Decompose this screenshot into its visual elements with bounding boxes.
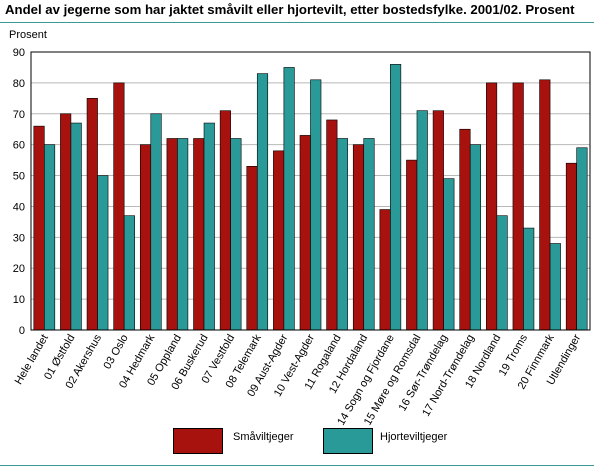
bar-smaavilt xyxy=(273,150,285,331)
bar-hjortevilt xyxy=(576,147,588,331)
bar-smaavilt xyxy=(193,138,205,331)
bar-hjortevilt xyxy=(203,122,215,331)
bar-hjortevilt xyxy=(336,138,348,331)
y-tick-label: 20 xyxy=(13,263,25,275)
bar-smaavilt xyxy=(565,162,577,331)
top-rule xyxy=(0,22,594,23)
bar-hjortevilt xyxy=(283,67,295,331)
y-tick-label: 80 xyxy=(13,78,25,90)
bar-smaavilt xyxy=(432,110,444,331)
bar-smaavilt xyxy=(379,209,391,331)
chart-title: Andel av jegerne som har jaktet småvilt … xyxy=(5,2,575,17)
y-tick-label: 40 xyxy=(13,201,25,213)
bar-smaavilt xyxy=(486,82,498,331)
bar-smaavilt xyxy=(406,159,418,331)
y-tick-labels: 0 10 20 30 40 50 60 70 80 90 xyxy=(13,47,25,337)
x-tick-label: 03 Oslo xyxy=(101,333,130,372)
bar-hjortevilt xyxy=(523,227,535,331)
bar-hjortevilt xyxy=(549,243,561,331)
bar-smaavilt xyxy=(60,113,72,331)
bottom-rule xyxy=(0,465,594,466)
bar-smaavilt xyxy=(86,98,98,331)
bar-hjortevilt xyxy=(70,122,82,331)
bar-hjortevilt xyxy=(150,113,162,331)
bar-smaavilt xyxy=(33,125,45,331)
bar-hjortevilt xyxy=(230,138,242,331)
bar-smaavilt xyxy=(113,82,125,331)
bar-hjortevilt xyxy=(469,144,482,331)
bar-smaavilt xyxy=(512,82,524,331)
y-tick-label: 30 xyxy=(13,232,25,244)
bar-smaavilt xyxy=(139,144,152,331)
bar-hjortevilt xyxy=(256,73,269,331)
bar-smaavilt xyxy=(166,138,178,331)
bar-hjortevilt xyxy=(443,178,455,331)
bar-hjortevilt xyxy=(44,144,56,331)
bar-smaavilt xyxy=(246,165,258,331)
legend-swatch-hjortevilt xyxy=(323,428,373,454)
bar-smaavilt xyxy=(326,119,338,331)
bar-hjortevilt xyxy=(416,110,428,331)
bar-hjortevilt xyxy=(123,215,135,331)
legend-label-hjortevilt: Hjorteviltjeger xyxy=(380,431,448,443)
y-tick-label: 70 xyxy=(13,109,25,121)
bar-smaavilt xyxy=(219,110,231,331)
bar-hjortevilt xyxy=(496,215,508,331)
legend-label-smaavilt: Småviltjeger xyxy=(233,431,294,443)
y-axis-label: Prosent xyxy=(9,29,47,41)
plot-frame xyxy=(30,51,591,331)
bar-hjortevilt xyxy=(310,79,322,331)
y-tick-label: 0 xyxy=(19,325,25,337)
y-tick-label: 50 xyxy=(13,171,25,183)
bar-hjortevilt xyxy=(363,138,375,331)
bar-smaavilt xyxy=(299,135,311,331)
bar-hjortevilt xyxy=(97,175,109,331)
bar-smaavilt xyxy=(459,128,471,331)
bars xyxy=(33,64,588,331)
bar-hjortevilt xyxy=(177,138,189,331)
y-tick-label: 90 xyxy=(13,47,25,59)
legend-swatch-smaavilt xyxy=(173,428,223,454)
y-tick-label: 10 xyxy=(13,294,25,306)
bar-smaavilt xyxy=(352,144,365,331)
y-tick-label: 60 xyxy=(13,140,25,152)
bar-smaavilt xyxy=(539,79,551,331)
legend: Småviltjeger Hjorteviltjeger xyxy=(173,424,473,454)
bar-hjortevilt xyxy=(390,64,402,331)
